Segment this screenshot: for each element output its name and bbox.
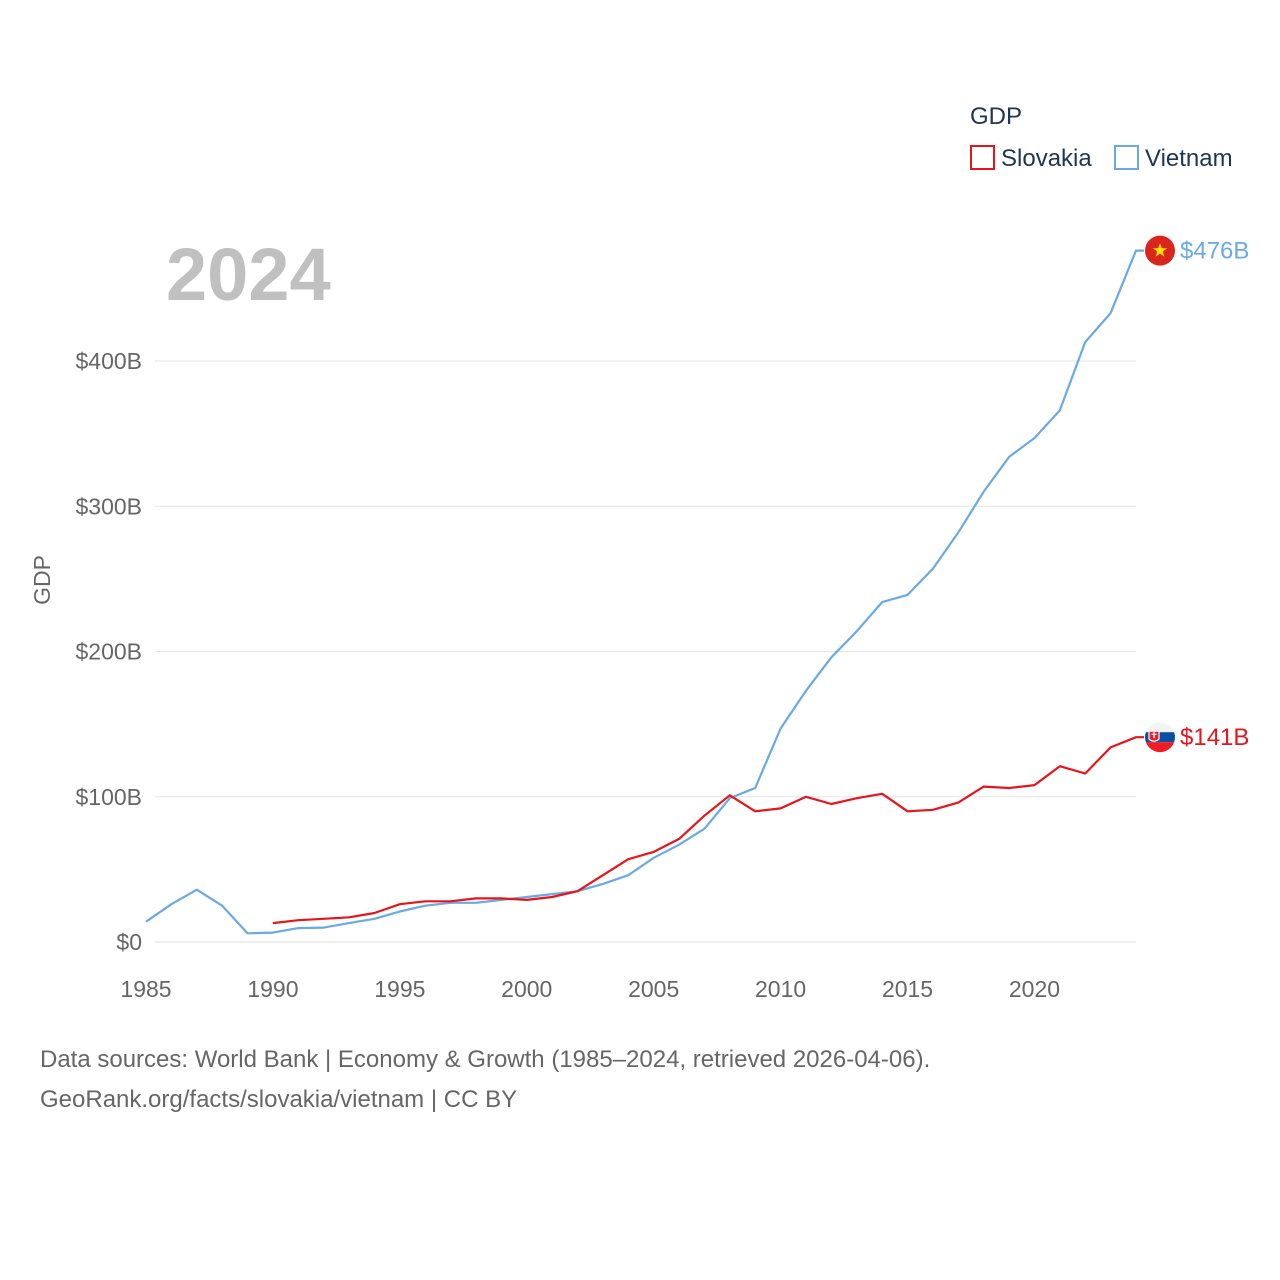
legend-swatch-vietnam [1114, 145, 1139, 170]
slovakia-end-label: $141B [1180, 724, 1249, 751]
series-line-slovakia [272, 736, 1144, 925]
x-tick-label: 1985 [120, 976, 171, 1002]
legend-title: GDP [970, 103, 1022, 130]
y-tick-label: $300B [75, 493, 142, 519]
gridlines [155, 360, 1136, 943]
legend-swatch-slovakia [970, 145, 995, 170]
legend-label-vietnam: Vietnam [1145, 145, 1233, 172]
x-tick-label: 2000 [501, 976, 552, 1002]
x-tick-label: 1990 [247, 976, 298, 1002]
slovakia-flag [1145, 722, 1175, 753]
y-axis-ticks: $0 $100B $200B $300B $400B [75, 348, 142, 955]
end-markers: $476B $141B [1145, 235, 1249, 753]
data-sources-text: Data sources: World Bank | Economy & Gro… [40, 1046, 931, 1073]
attribution-text: GeoRank.org/facts/slovakia/vietnam | CC … [40, 1086, 518, 1113]
legend-label-slovakia: Slovakia [1001, 145, 1092, 172]
series-line-vietnam [145, 249, 1144, 935]
x-tick-label: 2005 [628, 976, 679, 1002]
series-lines [145, 249, 1144, 935]
y-tick-label: $0 [116, 929, 142, 955]
year-label: 2024 [166, 233, 331, 316]
y-tick-label: $400B [75, 348, 142, 374]
vietnam-end-label: $476B [1180, 238, 1249, 265]
footer: Data sources: World Bank | Economy & Gro… [40, 1040, 930, 1120]
y-axis-title: GDP [29, 555, 55, 605]
y-tick-label: $200B [75, 639, 142, 665]
x-axis-ticks: 1985 1990 1995 2000 2005 2010 2015 2020 [120, 976, 1060, 1002]
legend: GDP Slovakia Vietnam [970, 103, 1233, 172]
x-tick-label: 2015 [882, 976, 933, 1002]
vietnam-flag [1145, 235, 1175, 266]
y-tick-label: $100B [75, 784, 142, 810]
x-tick-label: 1995 [374, 976, 425, 1002]
x-tick-label: 2020 [1009, 976, 1060, 1002]
x-tick-label: 2010 [755, 976, 806, 1002]
